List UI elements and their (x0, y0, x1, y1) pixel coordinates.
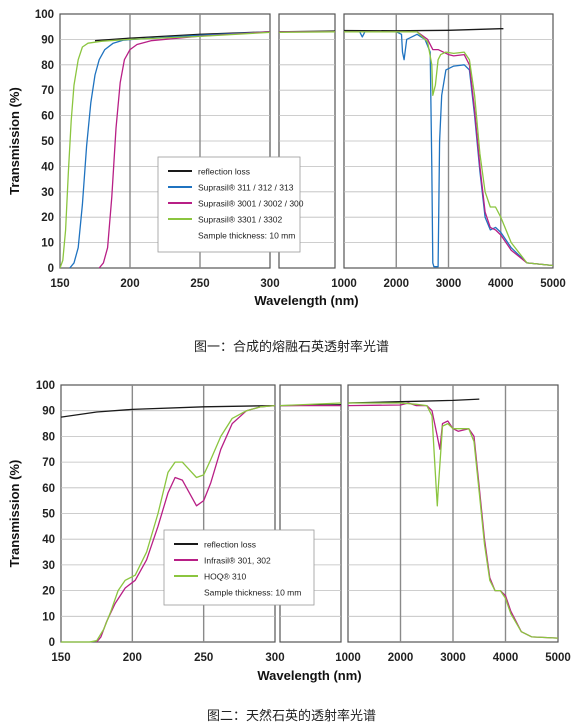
plot-panel-3 (347, 384, 559, 643)
y-tick-label: 50 (42, 509, 55, 521)
y-tick-label: 20 (41, 212, 54, 224)
y-tick-label: 30 (41, 187, 54, 199)
x-axis-label: Wavelength (nm) (254, 293, 358, 308)
series-line (348, 402, 558, 639)
series-line (344, 31, 553, 268)
legend: reflection loss Infrasil® 301, 302 HOQ® 31… (163, 529, 315, 606)
series-3 (61, 402, 558, 643)
y-tick-label: 70 (41, 85, 54, 97)
legend-label: Suprasil® 3001 / 3002 / 300 (198, 199, 304, 209)
series-line (61, 404, 275, 643)
y-tick-label: 70 (42, 457, 55, 469)
legend-label: HOQ® 310 (204, 572, 246, 582)
y-tick-label: 30 (42, 560, 55, 572)
series-line (61, 404, 275, 418)
y-tick-label: 0 (49, 637, 55, 649)
y-tick-label: 80 (42, 431, 55, 443)
x-tick-label: 300 (265, 652, 284, 664)
y-tick-label: 20 (42, 586, 55, 598)
x-tick-label: 150 (51, 652, 70, 664)
y-tick-label: 60 (42, 483, 55, 495)
x-tick-label: 4000 (488, 278, 514, 290)
y-axis-label: Transmission (%) (7, 87, 22, 195)
series-line (279, 31, 335, 33)
y-tick-label: 100 (35, 9, 54, 21)
x-tick-label: 150 (50, 278, 69, 290)
series-line (344, 31, 553, 267)
figure-caption-2: 图二：天然石英的透射率光谱 (206, 709, 376, 724)
y-tick-label: 10 (41, 238, 54, 250)
legend: reflection loss Suprasil® 311 / 312 / 313… (157, 156, 304, 253)
x-tick-label: 250 (194, 652, 213, 664)
chart-synthetic-quartz: 0 10 20 30 40 50 60 70 80 90 100 150 200 250 300 1000 20… (7, 9, 566, 308)
y-tick-label: 40 (42, 534, 55, 546)
y-tick-label: 0 (48, 263, 54, 275)
x-tick-label: 300 (260, 278, 279, 290)
x-tick-label: 200 (123, 652, 142, 664)
series-line (280, 402, 341, 407)
y-tick-label: 100 (36, 380, 55, 392)
legend-label: Infrasil® 301, 302 (204, 556, 271, 566)
x-tick-label: 3000 (440, 652, 466, 664)
x-tick-label: 1000 (335, 652, 361, 664)
legend-label: Suprasil® 311 / 312 / 313 (198, 183, 294, 193)
series-line (344, 28, 504, 32)
x-tick-label: 4000 (493, 652, 519, 664)
x-tick-label: 250 (190, 278, 209, 290)
series-line (60, 31, 270, 269)
legend-note: Sample thickness: 10 mm (198, 231, 295, 241)
x-tick-label: 5000 (545, 652, 571, 664)
series-line (98, 31, 270, 269)
legend-box (163, 529, 315, 606)
chart-natural-quartz: 0 10 20 30 40 50 60 70 80 90 100 150 200 250 300 1000 20… (7, 380, 571, 683)
x-tick-label: 1000 (331, 278, 357, 290)
legend-label: reflection loss (198, 167, 250, 177)
series-line (96, 404, 275, 643)
y-tick-label: 80 (41, 60, 54, 72)
series-4 (60, 31, 553, 269)
x-tick-label: 2000 (388, 652, 414, 664)
x-tick-label: 5000 (540, 278, 566, 290)
plot-panel-3 (343, 13, 554, 269)
legend-note: Sample thickness: 10 mm (204, 588, 301, 598)
legend-label: Suprasil® 3301 / 3302 (198, 215, 283, 225)
y-tick-label: 50 (41, 136, 54, 148)
x-tick-label: 200 (120, 278, 139, 290)
x-axis-label: Wavelength (nm) (257, 668, 361, 683)
y-tick-label: 60 (41, 111, 54, 123)
legend-box (157, 156, 301, 253)
y-tick-label: 40 (41, 161, 54, 173)
figure-caption-1: 图一：合成的熔融石英透射率光谱 (193, 340, 389, 355)
x-tick-label: 2000 (383, 278, 409, 290)
series-line (344, 31, 553, 267)
y-tick-label: 90 (42, 406, 55, 418)
y-tick-label: 10 (42, 611, 55, 623)
legend-label: reflection loss (204, 540, 256, 550)
y-tick-label: 90 (41, 34, 54, 46)
y-axis-label: Transmission (%) (7, 460, 22, 568)
x-tick-label: 3000 (436, 278, 462, 290)
